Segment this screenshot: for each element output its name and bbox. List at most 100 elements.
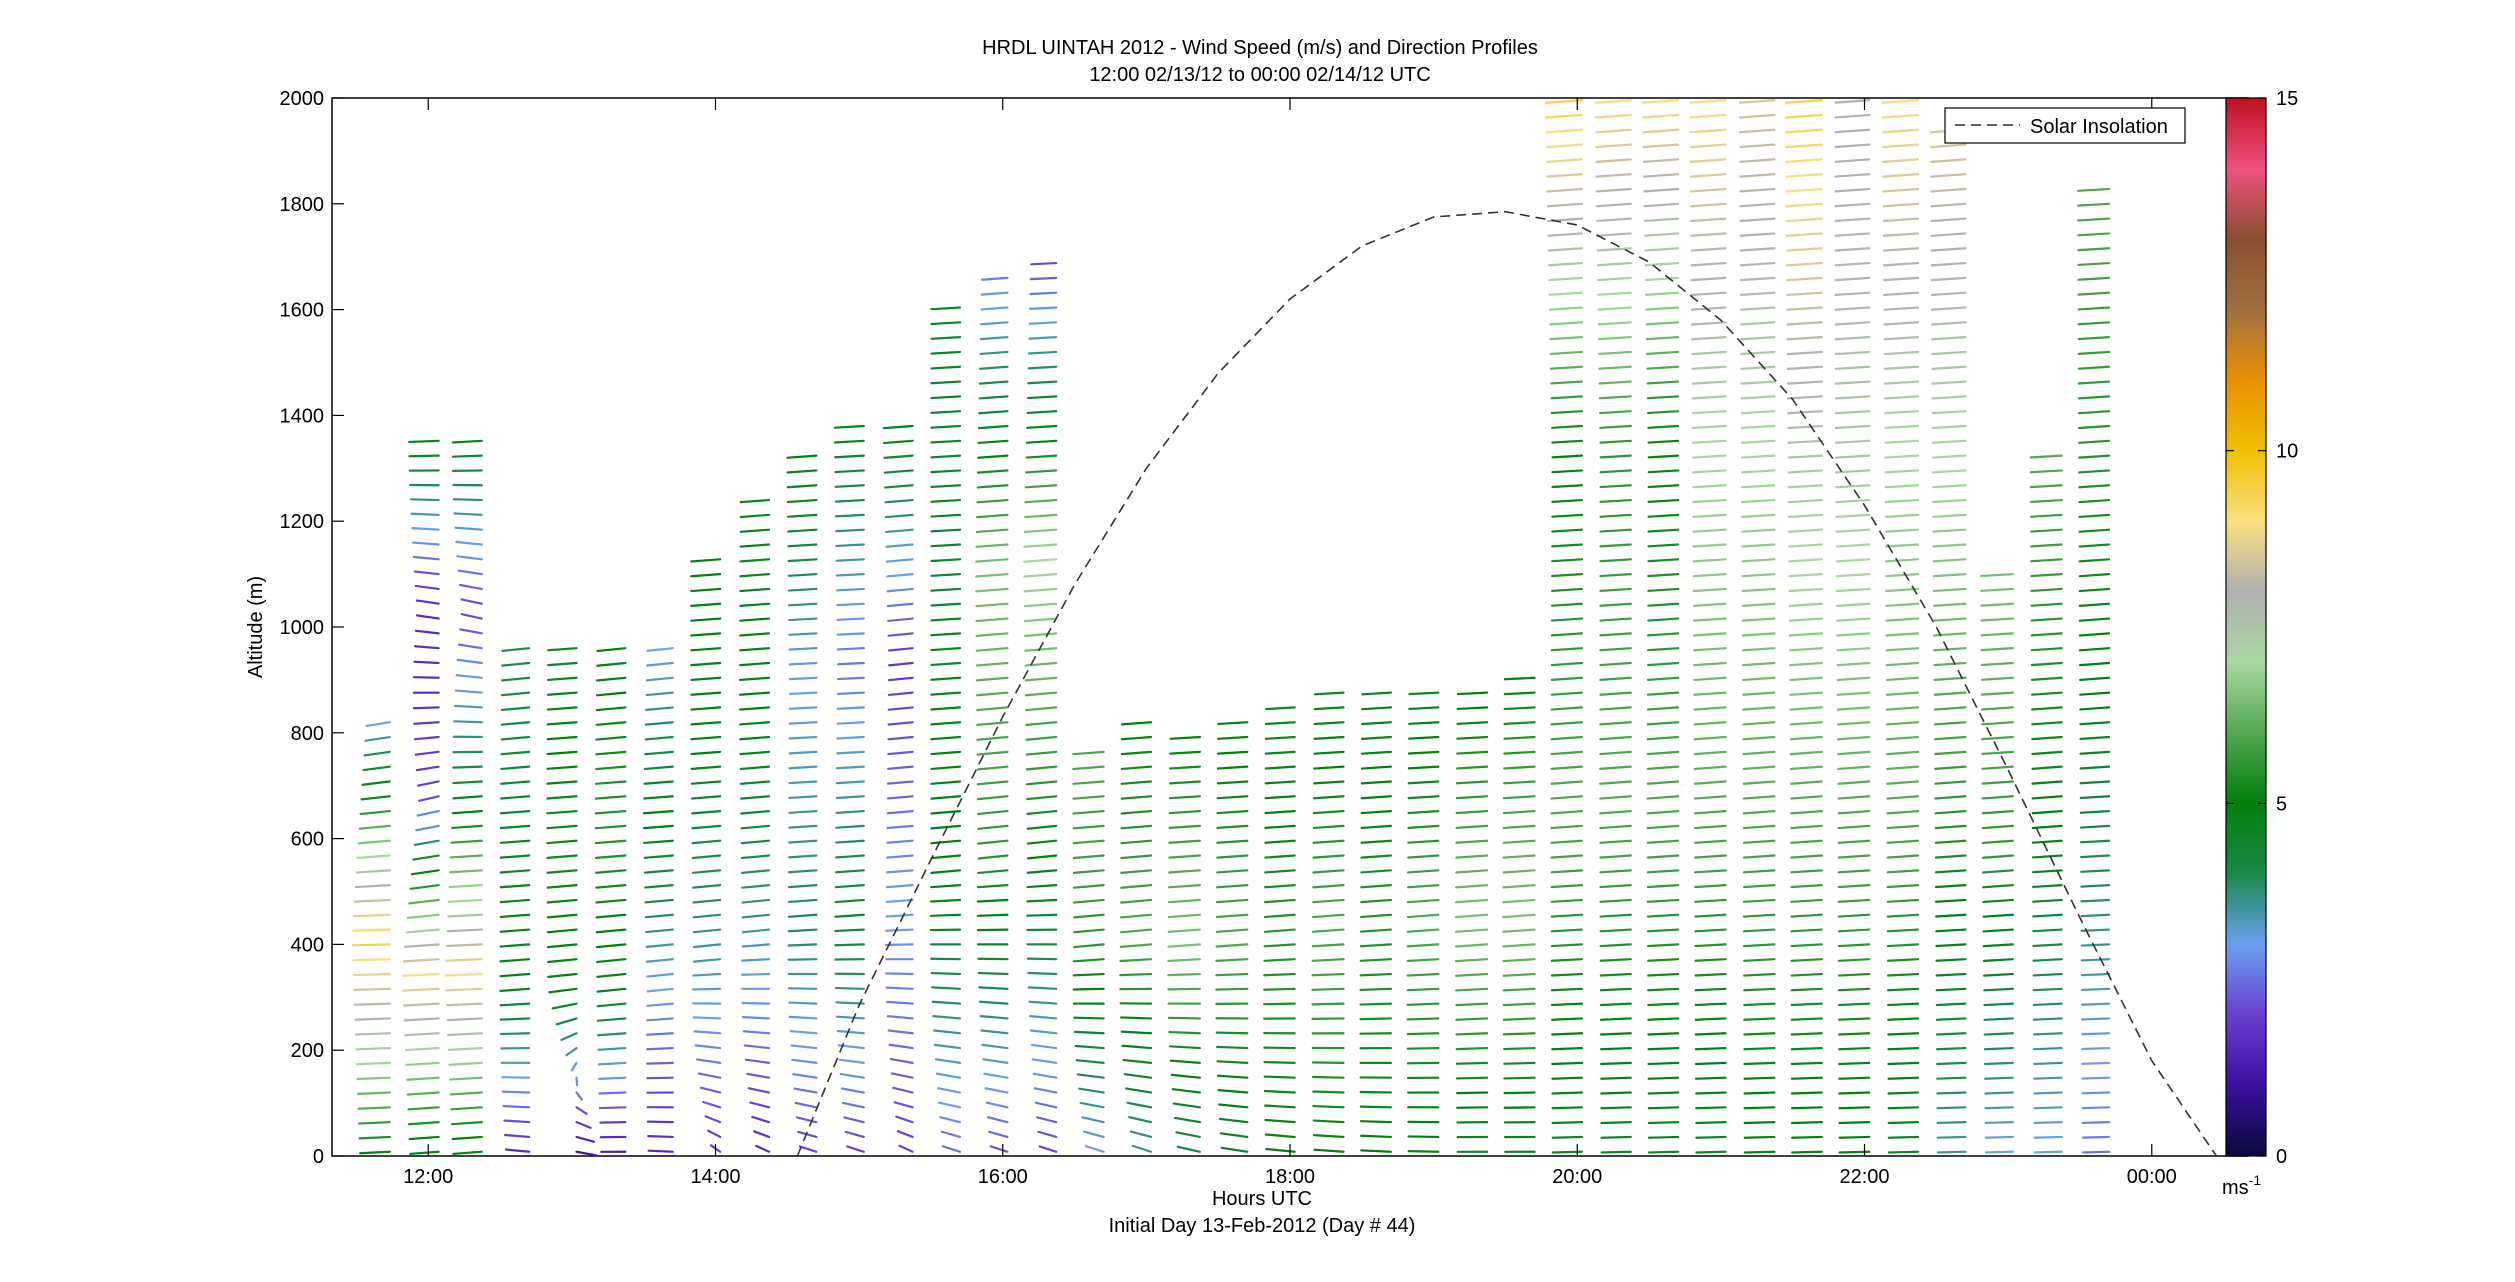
wind-barb: [884, 513, 914, 519]
wind-barb: [1550, 780, 1584, 785]
wind-barb: [2030, 691, 2063, 696]
wind-barb: [1886, 780, 1920, 785]
wind-barb: [1313, 735, 1345, 740]
wind-barb: [788, 721, 818, 725]
wind-barb: [787, 558, 818, 563]
wind-barb: [1695, 1091, 1727, 1095]
wind-barb: [594, 839, 627, 845]
wind-barb: [598, 1106, 627, 1110]
wind-barb: [1312, 1134, 1345, 1139]
wind-barb: [2078, 543, 2111, 548]
wind-barb: [1595, 143, 1632, 149]
wind-barb: [1788, 632, 1823, 637]
wind-barb: [1837, 943, 1871, 948]
wind-barb: [1215, 943, 1249, 948]
wind-barb: [835, 839, 865, 844]
wind-barb: [1550, 410, 1584, 415]
wind-barb: [1502, 824, 1536, 830]
x-tick-label: 12:00: [403, 1166, 453, 1188]
wind-barb: [1456, 750, 1489, 755]
wind-barb: [885, 928, 914, 932]
wind-barb: [2078, 454, 2111, 459]
wind-barb: [454, 526, 483, 531]
wind-barb: [1406, 1002, 1440, 1006]
wind-barb: [895, 1115, 914, 1124]
wind-barb: [1787, 410, 1823, 415]
wind-barb: [1599, 602, 1632, 607]
wind-barb: [2033, 1121, 2063, 1125]
wind-barb: [1023, 617, 1058, 623]
wind-barb: [1167, 943, 1201, 948]
wind-barb: [1884, 528, 1920, 533]
wind-barb: [1837, 1002, 1871, 1007]
wind-barb: [2033, 1046, 2063, 1051]
wind-barb: [691, 869, 722, 874]
wind-barb: [2031, 780, 2063, 785]
wind-barb: [1119, 972, 1153, 977]
wind-barb: [2078, 528, 2111, 533]
wind-barb: [2077, 247, 2111, 252]
wind-barb: [1834, 99, 1871, 104]
wind-barb: [643, 780, 674, 785]
wind-barb: [1073, 943, 1105, 949]
wind-barb: [930, 691, 962, 696]
wind-barb: [1741, 498, 1776, 504]
wind-barb: [982, 1058, 1009, 1064]
wind-barb: [980, 1029, 1009, 1035]
wind-barb: [1885, 661, 1920, 667]
wind-barb: [740, 824, 771, 830]
wind-barb: [1742, 913, 1776, 918]
wind-barb: [896, 1130, 914, 1139]
wind-barb: [412, 676, 440, 679]
wind-barb: [975, 558, 1009, 563]
wind-barb: [596, 647, 627, 653]
wind-barb: [930, 454, 962, 459]
wind-barb: [1785, 232, 1823, 237]
wind-barb: [787, 898, 818, 904]
wind-barb: [450, 839, 483, 844]
wind-barb: [1360, 795, 1393, 800]
wind-barb: [1216, 1060, 1249, 1064]
wind-barb: [1786, 365, 1823, 370]
wind-barb: [2080, 987, 2111, 992]
wind-barb: [2081, 1032, 2111, 1036]
wind-barb: [1646, 395, 1680, 400]
wind-barb: [1790, 1061, 1823, 1066]
wind-barb: [1503, 706, 1536, 711]
wind-barb: [1406, 958, 1440, 963]
wind-barb: [546, 809, 578, 815]
wind-barb: [1695, 1106, 1727, 1110]
wind-barb: [1456, 1091, 1489, 1095]
wind-barb: [846, 1145, 865, 1153]
wind-barb: [1740, 380, 1776, 385]
wind-barb: [1742, 691, 1776, 696]
wind-barb: [1599, 869, 1632, 874]
wind-barb: [1887, 1091, 1920, 1095]
wind-barb: [499, 809, 531, 815]
wind-barb: [1981, 809, 2014, 815]
wind-barb: [979, 365, 1009, 370]
x-tick-label: 14:00: [690, 1166, 740, 1188]
wind-barb: [1789, 691, 1823, 696]
wind-barb: [2033, 1106, 2063, 1110]
wind-barb: [1886, 824, 1920, 830]
wind-barb: [1454, 913, 1489, 919]
wind-barb: [1834, 113, 1871, 119]
wind-barb: [787, 572, 818, 577]
wind-barb: [1646, 795, 1680, 800]
wind-barb: [1454, 943, 1489, 948]
wind-barb: [1359, 928, 1393, 933]
wind-barb: [361, 780, 391, 786]
wind-barb: [1599, 765, 1632, 770]
wind-barb: [1834, 306, 1871, 311]
wind-barb: [447, 1032, 483, 1037]
wind-barb: [412, 706, 440, 710]
wind-barb: [1885, 572, 1920, 578]
wind-barb: [741, 884, 771, 889]
wind-barb: [1024, 691, 1058, 697]
wind-barb: [1787, 484, 1823, 489]
wind-barb: [1551, 558, 1584, 563]
wind-barb: [835, 528, 865, 533]
wind-barb: [786, 498, 818, 504]
wind-barb: [1455, 1002, 1489, 1007]
